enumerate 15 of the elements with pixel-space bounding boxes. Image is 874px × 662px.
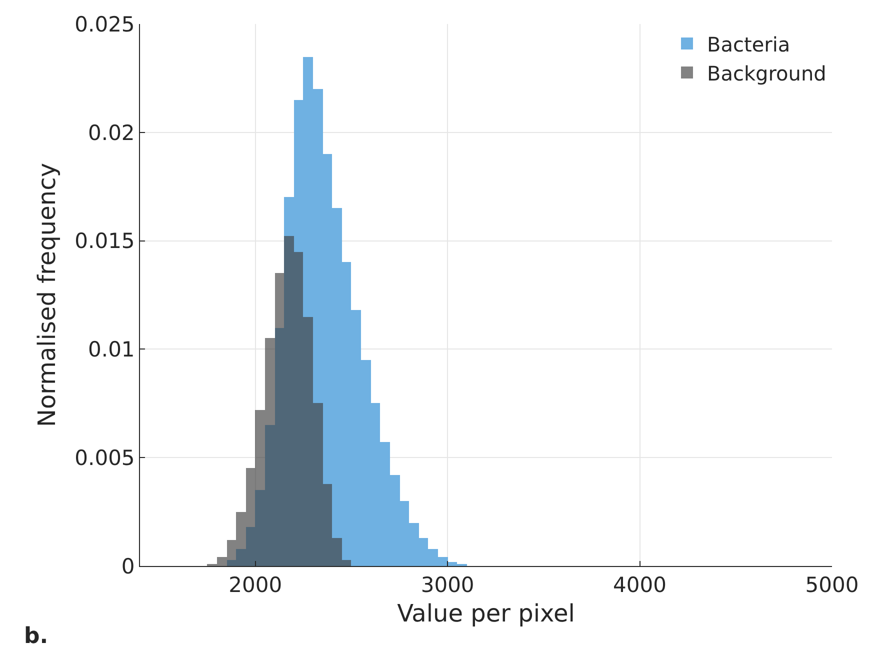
y-tick-label: 0.015 [74,229,135,254]
x-tick-label: 5000 [805,573,859,598]
x-tick-label: 4000 [613,573,667,598]
y-tick-label: 0.02 [88,120,135,145]
legend-label: Background [707,61,826,86]
y-tick-label: 0.005 [74,446,135,470]
legend-label: Bacteria [707,32,790,56]
y-tick-label: 0.025 [74,12,135,36]
x-tick-label: 3000 [420,573,474,598]
text: b. [24,624,48,649]
y-axis-title: Normalised frequency [32,162,61,428]
y-tick-label: 0 [121,554,135,578]
x-tick-label: 2000 [228,573,282,598]
y-tick-label: 0.01 [88,338,135,362]
x-axis-title: Value per pixel [397,600,575,628]
